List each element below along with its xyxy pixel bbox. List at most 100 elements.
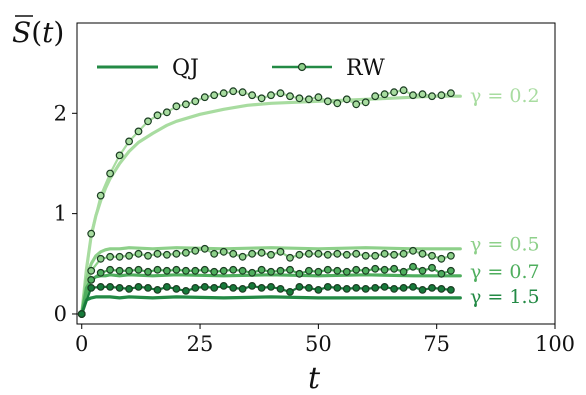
- y-tick-label: 2: [54, 101, 67, 125]
- data-point: [295, 250, 304, 259]
- data-point: [87, 229, 96, 238]
- data-point: [191, 266, 200, 275]
- data-point: [428, 92, 436, 101]
- data-point: [390, 250, 399, 259]
- series-line-rw-3: [80, 247, 452, 316]
- series-layer: [77, 86, 462, 318]
- data-point: [267, 250, 275, 259]
- data-point: [371, 92, 380, 101]
- series-line-qj-4: [80, 273, 462, 316]
- data-point: [87, 284, 96, 292]
- data-point: [333, 99, 342, 108]
- data-point: [305, 249, 313, 258]
- data-point: [219, 282, 228, 290]
- data-point: [428, 251, 436, 260]
- data-point: [342, 285, 351, 293]
- series-line-qj-6: [80, 295, 462, 316]
- data-point: [333, 284, 342, 292]
- data-point: [380, 283, 389, 291]
- data-point: [323, 265, 332, 274]
- y-axis-label-args: (: [31, 16, 42, 49]
- data-point: [390, 285, 399, 293]
- data-point: [181, 266, 190, 275]
- data-point: [361, 98, 370, 107]
- x-tick-label: 0: [75, 332, 88, 356]
- data-point: [96, 268, 105, 277]
- data-point: [286, 253, 294, 262]
- legend-label-qj: QJ: [172, 56, 199, 81]
- data-point: [200, 244, 209, 253]
- data-point: [125, 285, 134, 293]
- data-point: [200, 93, 209, 102]
- gamma-label: γ = 0.7: [470, 261, 540, 283]
- data-point: [191, 284, 200, 292]
- data-point: [352, 249, 361, 258]
- legend: QJ RW: [97, 56, 385, 81]
- y-axis-label-symbol: S: [12, 16, 31, 49]
- data-point: [333, 266, 342, 275]
- y-axis-label-close: ): [53, 16, 64, 49]
- data-point: [418, 286, 427, 294]
- data-point: [295, 269, 304, 278]
- data-point: [134, 249, 143, 258]
- data-point: [418, 249, 427, 258]
- data-point: [229, 265, 238, 274]
- plot-frame: [76, 22, 556, 325]
- series-line-rw-5: [80, 265, 452, 316]
- data-point: [314, 286, 323, 294]
- data-point: [229, 249, 238, 258]
- ticks-layer: 0 25 50 75 100 0 1 2: [54, 101, 575, 356]
- legend-label-rw: RW: [346, 56, 385, 81]
- data-point: [342, 95, 351, 104]
- data-point: [172, 102, 181, 111]
- data-point: [418, 90, 427, 99]
- data-point: [390, 88, 399, 97]
- series-line-qj-2: [80, 246, 462, 316]
- data-point: [191, 246, 200, 255]
- data-point: [267, 283, 275, 291]
- data-point: [229, 284, 238, 292]
- data-point: [219, 266, 228, 275]
- series-line-rw-7: [80, 284, 452, 316]
- data-point: [295, 94, 304, 103]
- data-point: [210, 249, 219, 258]
- data-point: [162, 108, 171, 117]
- data-point: [181, 100, 190, 109]
- data-point: [115, 266, 124, 275]
- data-point: [276, 247, 285, 256]
- y-tick-label: 1: [54, 202, 67, 226]
- data-point: [134, 283, 143, 291]
- data-point: [248, 91, 257, 100]
- data-point: [200, 283, 209, 291]
- data-point: [210, 267, 219, 276]
- data-point: [144, 267, 152, 276]
- data-point: [286, 265, 294, 274]
- data-point: [106, 252, 114, 261]
- data-point: [409, 246, 417, 255]
- data-point: [447, 266, 455, 275]
- x-tick-label: 25: [187, 332, 214, 356]
- data-point: [371, 264, 380, 273]
- x-tick-label: 50: [305, 332, 332, 356]
- data-point: [238, 266, 247, 275]
- data-point: [210, 91, 219, 100]
- data-point: [172, 285, 181, 293]
- gamma-label: γ = 0.2: [470, 85, 540, 107]
- data-point: [87, 276, 96, 284]
- data-point: [428, 284, 436, 292]
- data-point: [286, 288, 294, 296]
- data-point: [125, 266, 134, 275]
- data-point: [428, 263, 436, 272]
- data-point: [181, 287, 190, 295]
- data-point: [286, 92, 294, 101]
- data-point: [276, 266, 285, 275]
- data-point: [409, 91, 417, 100]
- legend-marker-rw: [297, 62, 307, 72]
- data-point: [399, 267, 408, 276]
- data-point: [115, 252, 124, 261]
- data-point: [257, 284, 266, 292]
- data-point: [134, 127, 143, 136]
- data-point: [115, 151, 124, 160]
- data-point: [248, 282, 257, 290]
- data-point: [248, 268, 257, 277]
